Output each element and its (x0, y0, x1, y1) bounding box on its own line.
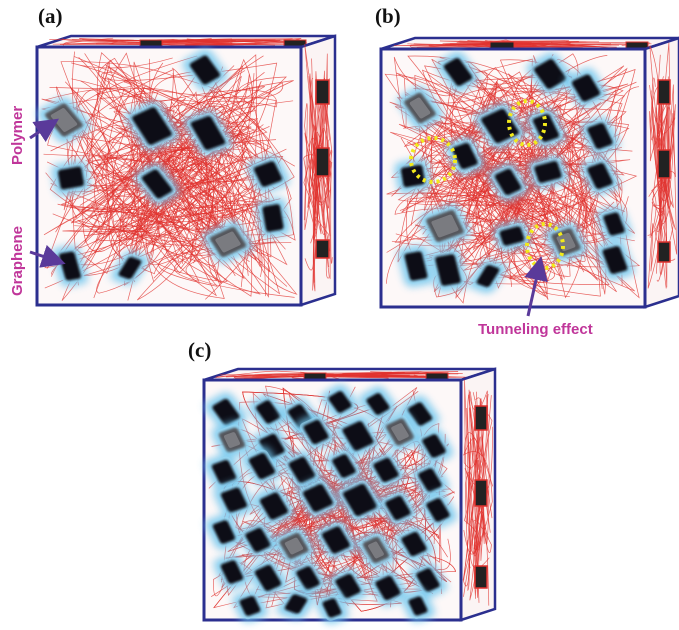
graphene-flake (289, 559, 327, 597)
tunneling-label: Tunneling effect (478, 321, 593, 338)
graphene-flake (335, 477, 385, 523)
graphene-flake (321, 384, 359, 420)
graphene-flake (436, 51, 480, 93)
graphene-flake (325, 447, 363, 485)
graphene-flake (445, 136, 485, 176)
side-flake (315, 79, 330, 105)
panel-c-box (202, 367, 497, 625)
side-flake (657, 149, 671, 179)
tunneling-annotation: Tunneling effect (478, 256, 593, 338)
graphene-flake (182, 49, 228, 91)
graphene-flake (232, 589, 268, 623)
graphene-flake (526, 52, 574, 96)
graphene-flake (277, 588, 315, 620)
graphene-flake (428, 247, 468, 293)
graphene-flake (411, 461, 449, 499)
graphene-flake (51, 160, 91, 196)
graphene-flake (202, 220, 254, 264)
graphene-flake (378, 489, 418, 527)
graphene-flake (469, 258, 507, 294)
polymer-label: Polymer (9, 106, 26, 165)
graphene-flake (492, 219, 532, 253)
side-flake (657, 241, 671, 263)
graphene-flake (409, 561, 447, 599)
panel-label-a: (a) (38, 4, 63, 28)
graphene-flake (544, 221, 588, 263)
graphene-flake (564, 67, 608, 109)
tunneling-ring (525, 222, 565, 270)
graphene-flake (401, 589, 435, 623)
graphene-flake (248, 393, 288, 431)
graphene-flake (487, 162, 529, 202)
graphene-arrow (29, 244, 66, 268)
graphene-flake (596, 205, 632, 243)
tunneling-ring (507, 99, 547, 147)
graphene-flake (525, 107, 567, 149)
polymer-annotation: Polymer (9, 106, 59, 165)
graphene-flake (378, 411, 422, 453)
graphene-flake (211, 421, 253, 459)
side-flake (474, 405, 488, 431)
graphene-annotation: Graphene (9, 226, 66, 296)
graphene-flake (238, 521, 278, 559)
graphene-flake (419, 491, 457, 529)
polymer-arrow (29, 118, 59, 142)
graphene-flake (359, 386, 397, 422)
side-flake (657, 79, 671, 105)
side-flake (315, 239, 330, 259)
graphene-flake (205, 513, 243, 551)
graphene-flake (527, 154, 569, 190)
graphene-flake (183, 109, 233, 157)
graphene-flake (397, 245, 435, 287)
graphene-flake (295, 477, 341, 519)
panel-label-b: (b) (375, 4, 401, 28)
graphene-label: Graphene (9, 226, 26, 296)
graphene-flake (111, 250, 149, 286)
graphene-flake (213, 553, 251, 591)
graphene-flake (315, 591, 349, 625)
graphene-flake (419, 203, 471, 249)
graphene-flake (394, 525, 434, 563)
graphene-flake (415, 427, 453, 465)
graphene-flake (368, 569, 408, 607)
graphene-flake (246, 154, 290, 194)
panel-b-box (379, 36, 679, 309)
graphene-flake (256, 197, 290, 239)
graphene-flake (272, 526, 316, 566)
side-flake (315, 147, 330, 177)
tunneling-rings (409, 99, 565, 270)
graphene-flake (124, 100, 180, 152)
graphene-flake (296, 413, 336, 451)
side-flake (474, 479, 488, 507)
tunneling-arrow (524, 256, 548, 317)
panel-label-c: (c) (188, 338, 212, 362)
graphene-flake (335, 414, 381, 458)
graphene-flake (252, 485, 296, 527)
panel-a-box (35, 34, 337, 307)
graphene-flake (314, 519, 358, 561)
graphene-flake (205, 392, 247, 432)
graphene-flake (204, 453, 244, 491)
side-flake (474, 565, 488, 589)
graphene-flake (213, 481, 255, 519)
graphene-flake (595, 239, 635, 281)
graphene-flake (580, 156, 620, 196)
graphene-flake (247, 558, 289, 598)
graphene-flake (397, 86, 443, 130)
graphene-flake (281, 450, 323, 490)
graphene-flake (355, 530, 397, 570)
graphene-flake (366, 451, 406, 489)
graphene-flake (394, 158, 432, 194)
graphene-flake (580, 116, 620, 156)
graphene-flake (241, 446, 283, 486)
tunneling-ring (409, 136, 457, 184)
graphene-flake (134, 163, 180, 205)
